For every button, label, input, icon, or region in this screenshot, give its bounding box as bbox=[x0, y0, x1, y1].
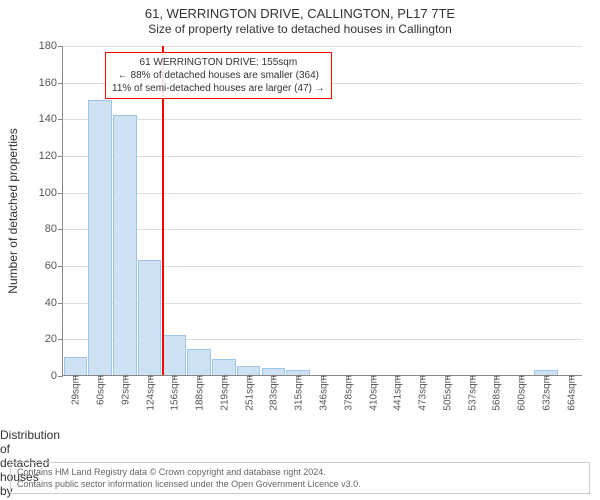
xtick-label: 283sqm bbox=[267, 375, 280, 411]
footer-attribution: Contains HM Land Registry data © Crown c… bbox=[10, 462, 590, 494]
footer-line-2: Contains public sector information licen… bbox=[17, 479, 583, 491]
xtick-label: 378sqm bbox=[341, 375, 354, 411]
gridline bbox=[63, 119, 582, 120]
xtick-label: 410sqm bbox=[366, 375, 379, 411]
ytick-label: 20 bbox=[45, 333, 63, 345]
histogram-bar bbox=[187, 349, 211, 375]
chart-container: 61, WERRINGTON DRIVE, CALLINGTON, PL17 7… bbox=[0, 0, 600, 500]
histogram-bar bbox=[212, 359, 236, 376]
histogram-bar bbox=[64, 357, 88, 375]
ytick-label: 40 bbox=[45, 297, 63, 309]
xtick-label: 441sqm bbox=[391, 375, 404, 411]
subtitle: Size of property relative to detached ho… bbox=[0, 22, 600, 36]
histogram-bar bbox=[88, 100, 112, 375]
ytick-label: 100 bbox=[39, 187, 63, 199]
xtick-label: 505sqm bbox=[440, 375, 453, 411]
annotation-line: 11% of semi-detached houses are larger (… bbox=[112, 82, 325, 95]
histogram-bar bbox=[262, 368, 286, 375]
gridline bbox=[63, 46, 582, 47]
xtick-label: 315sqm bbox=[292, 375, 305, 411]
xtick-label: 632sqm bbox=[539, 375, 552, 411]
xtick-label: 537sqm bbox=[465, 375, 478, 411]
ytick-label: 80 bbox=[45, 223, 63, 235]
ytick-label: 140 bbox=[39, 113, 63, 125]
xtick-label: 346sqm bbox=[317, 375, 330, 411]
xtick-label: 219sqm bbox=[217, 375, 230, 411]
footer-line-1: Contains HM Land Registry data © Crown c… bbox=[17, 467, 583, 479]
xtick-label: 251sqm bbox=[242, 375, 255, 411]
gridline bbox=[63, 193, 582, 194]
xtick-label: 29sqm bbox=[69, 375, 82, 405]
xtick-label: 124sqm bbox=[143, 375, 156, 411]
xtick-label: 568sqm bbox=[490, 375, 503, 411]
xtick-label: 664sqm bbox=[564, 375, 577, 411]
annotation-line: ← 88% of detached houses are smaller (36… bbox=[112, 69, 325, 82]
histogram-bar bbox=[237, 366, 261, 375]
y-axis-label: Number of detached properties bbox=[6, 128, 20, 293]
ytick-label: 180 bbox=[39, 40, 63, 52]
gridline bbox=[63, 156, 582, 157]
ytick-label: 160 bbox=[39, 77, 63, 89]
address-title: 61, WERRINGTON DRIVE, CALLINGTON, PL17 7… bbox=[0, 6, 600, 21]
xtick-label: 600sqm bbox=[515, 375, 528, 411]
xtick-label: 473sqm bbox=[416, 375, 429, 411]
annotation-box: 61 WERRINGTON DRIVE: 155sqm← 88% of deta… bbox=[105, 52, 332, 99]
xtick-label: 92sqm bbox=[118, 375, 131, 405]
xtick-label: 188sqm bbox=[193, 375, 206, 411]
ytick-label: 0 bbox=[51, 370, 63, 382]
gridline bbox=[63, 229, 582, 230]
histogram-bar bbox=[163, 335, 187, 375]
plot-region: 02040608010012014016018029sqm60sqm92sqm1… bbox=[62, 46, 582, 376]
xtick-label: 156sqm bbox=[168, 375, 181, 411]
histogram-bar bbox=[113, 115, 137, 375]
ytick-label: 120 bbox=[39, 150, 63, 162]
annotation-line: 61 WERRINGTON DRIVE: 155sqm bbox=[112, 56, 325, 69]
histogram-bar bbox=[138, 260, 162, 376]
xtick-label: 60sqm bbox=[94, 375, 107, 405]
ytick-label: 60 bbox=[45, 260, 63, 272]
